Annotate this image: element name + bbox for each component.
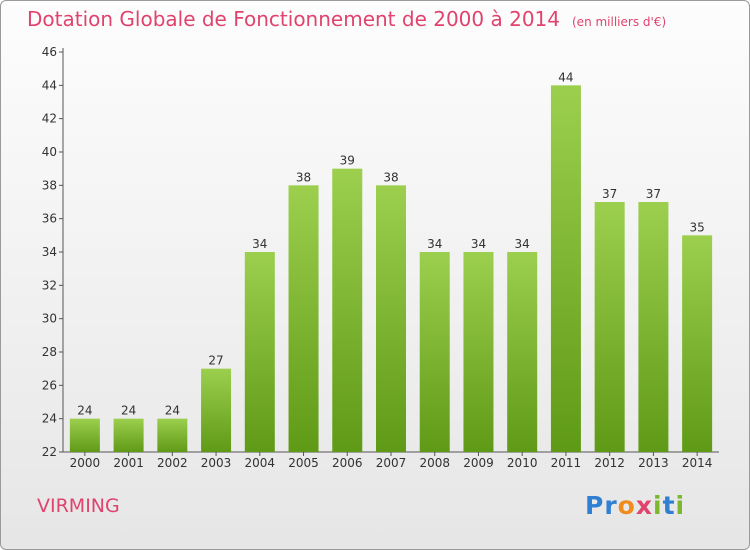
proxiti-logo: Proxiti bbox=[585, 491, 685, 520]
bar-value-label: 39 bbox=[340, 154, 355, 168]
bar bbox=[376, 185, 406, 453]
x-tick-label: 2001 bbox=[113, 456, 144, 470]
logo-letter: i bbox=[675, 491, 686, 520]
bar-value-label: 24 bbox=[77, 404, 92, 418]
y-tick-label: 46 bbox=[42, 45, 57, 59]
y-tick-label: 40 bbox=[42, 145, 57, 159]
x-tick-label: 2012 bbox=[594, 456, 625, 470]
y-tick-label: 22 bbox=[42, 445, 57, 459]
y-tick-label: 42 bbox=[42, 112, 57, 126]
bar-value-label: 34 bbox=[427, 237, 442, 251]
bar bbox=[201, 368, 232, 452]
bar-value-label: 24 bbox=[121, 404, 136, 418]
x-tick-label: 2005 bbox=[288, 456, 319, 470]
bar-value-label: 34 bbox=[252, 237, 267, 251]
logo-letter: r bbox=[604, 491, 618, 520]
bar-value-label: 35 bbox=[689, 220, 704, 234]
y-tick-label: 38 bbox=[42, 178, 57, 192]
bar bbox=[594, 202, 625, 452]
bar bbox=[550, 85, 581, 452]
bar bbox=[157, 418, 188, 452]
y-tick-label: 34 bbox=[42, 245, 57, 259]
bar bbox=[638, 202, 669, 452]
logo-letter: P bbox=[585, 491, 605, 520]
logo-letter: t bbox=[662, 491, 676, 520]
bar bbox=[69, 418, 100, 452]
bar bbox=[507, 252, 538, 452]
x-tick-label: 2006 bbox=[332, 456, 363, 470]
bar bbox=[288, 185, 319, 453]
bar-value-label: 44 bbox=[558, 70, 573, 84]
bar-value-label: 27 bbox=[208, 354, 223, 368]
bar-value-label: 38 bbox=[383, 170, 398, 184]
bar bbox=[419, 252, 450, 452]
x-tick-label: 2003 bbox=[201, 456, 232, 470]
y-tick-label: 24 bbox=[42, 412, 57, 426]
x-tick-label: 2009 bbox=[463, 456, 494, 470]
y-tick-label: 32 bbox=[42, 278, 57, 292]
bar-value-label: 34 bbox=[471, 237, 486, 251]
bar-value-label: 24 bbox=[165, 404, 180, 418]
x-tick-label: 2014 bbox=[682, 456, 713, 470]
y-tick-label: 28 bbox=[42, 345, 57, 359]
x-tick-label: 2002 bbox=[157, 456, 188, 470]
y-tick-label: 26 bbox=[42, 378, 57, 392]
y-tick-label: 30 bbox=[42, 312, 57, 326]
chart-title: Dotation Globale de Fonctionnement de 20… bbox=[27, 7, 666, 31]
bar bbox=[463, 252, 494, 452]
x-tick-label: 2000 bbox=[70, 456, 101, 470]
x-tick-label: 2013 bbox=[638, 456, 669, 470]
logo-letter: i bbox=[653, 491, 663, 520]
x-tick-label: 2004 bbox=[245, 456, 276, 470]
y-tick-label: 36 bbox=[42, 212, 57, 226]
logo-letter: o bbox=[617, 491, 636, 520]
bar bbox=[682, 235, 713, 452]
chart-title-text: Dotation Globale de Fonctionnement de 20… bbox=[27, 7, 560, 31]
bar-value-label: 37 bbox=[602, 187, 617, 201]
y-tick-label: 44 bbox=[42, 78, 57, 92]
x-tick-label: 2010 bbox=[507, 456, 538, 470]
chart-unit-note: (en milliers d'€) bbox=[572, 15, 667, 29]
bar-value-label: 34 bbox=[515, 237, 530, 251]
commune-name: VIRMING bbox=[37, 495, 120, 517]
bar bbox=[113, 418, 144, 452]
bar-value-label: 38 bbox=[296, 170, 311, 184]
x-tick-label: 2008 bbox=[419, 456, 450, 470]
bar-value-label: 37 bbox=[646, 187, 661, 201]
x-tick-label: 2011 bbox=[551, 456, 582, 470]
bar bbox=[244, 252, 275, 452]
bar bbox=[332, 168, 363, 452]
logo-letter: x bbox=[635, 491, 653, 520]
x-tick-label: 2007 bbox=[376, 456, 407, 470]
